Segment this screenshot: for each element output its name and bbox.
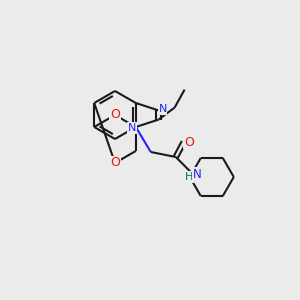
Text: N: N <box>158 104 167 114</box>
Text: N: N <box>128 123 136 133</box>
Text: O: O <box>184 136 194 148</box>
Text: H: H <box>184 172 193 182</box>
Text: O: O <box>110 157 120 169</box>
Text: O: O <box>110 109 120 122</box>
Text: N: N <box>192 167 201 181</box>
